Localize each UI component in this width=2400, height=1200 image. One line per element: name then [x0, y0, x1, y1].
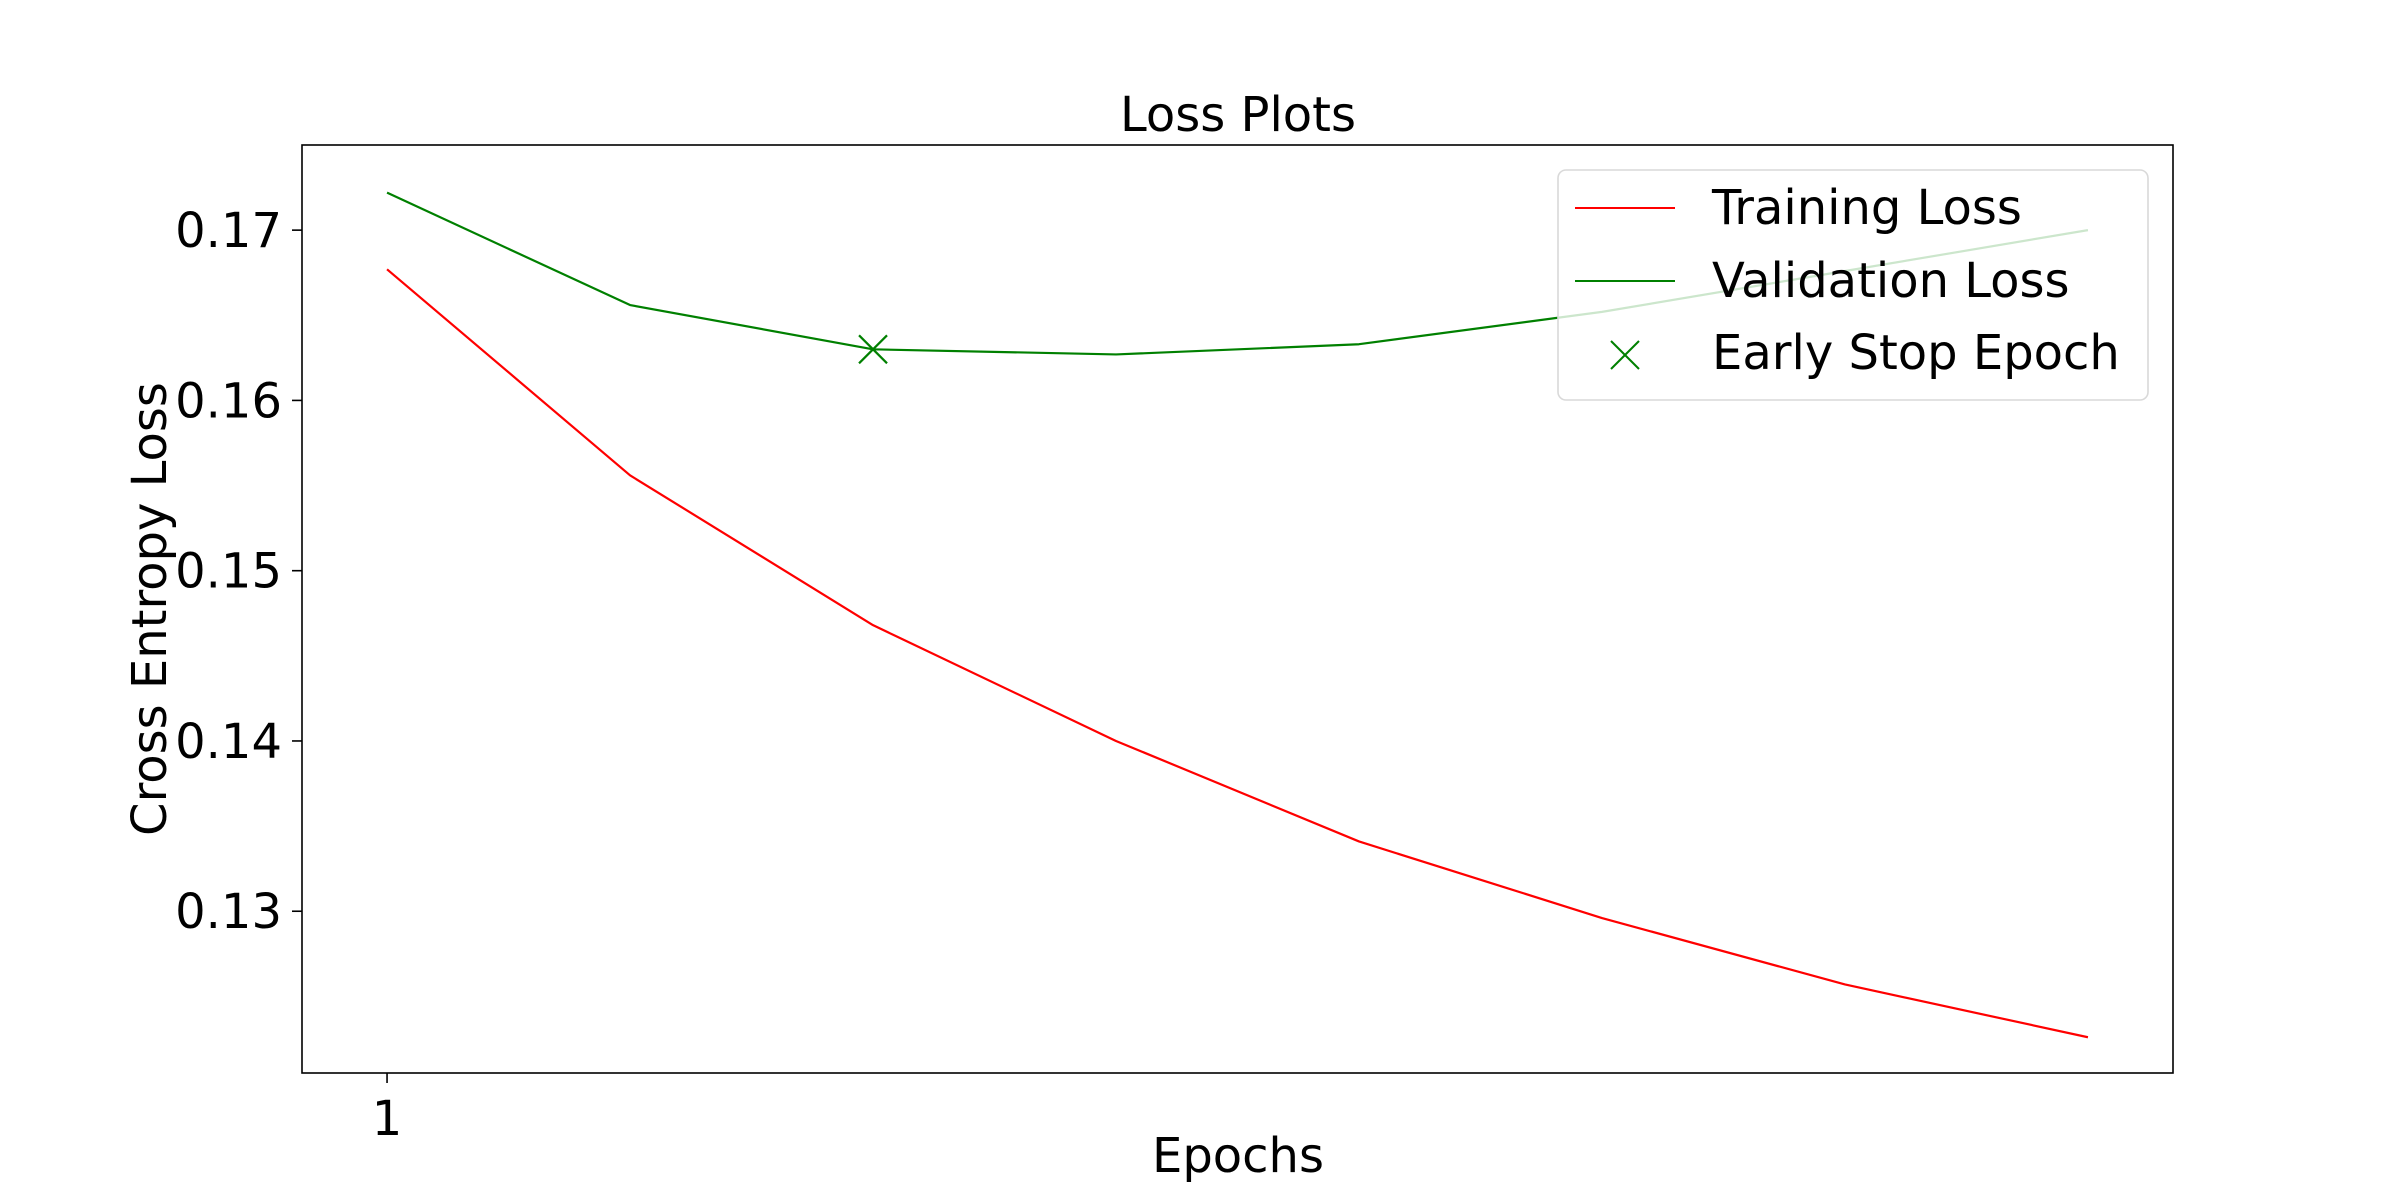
y-axis-label: Cross Entropy Loss — [122, 382, 178, 836]
plot-frame — [301, 144, 2174, 1074]
y-tick-label: 0.14 — [175, 714, 282, 770]
y-tick-label: 0.16 — [175, 373, 282, 429]
x-tick-label: 1 — [372, 1091, 403, 1147]
legend-label-early-stop-epoch: Early Stop Epoch — [1712, 325, 2120, 381]
marker-layer — [858, 334, 888, 365]
y-tick-label: 0.15 — [175, 544, 282, 600]
y-axis: 0.13 0.14 0.15 0.16 0.17 — [175, 203, 302, 940]
legend-box — [1557, 169, 2149, 401]
x-axis: 1 — [372, 1073, 403, 1147]
y-tick-label: 0.17 — [175, 203, 282, 259]
legend-label-validation-loss: Validation Loss — [1712, 253, 2070, 309]
y-tick-label: 0.13 — [175, 884, 282, 940]
series-line-training-loss — [386, 268, 2089, 1039]
early-stop-marker — [858, 334, 888, 365]
legend: Training Loss Validation Loss Early Stop… — [1557, 169, 2149, 401]
chart-title: Loss Plots — [1120, 87, 1356, 143]
x-axis-label: Epochs — [1152, 1128, 1324, 1184]
legend-swatch-early-stop-epoch — [1610, 340, 1640, 370]
legend-label-training-loss: Training Loss — [1711, 180, 2022, 236]
